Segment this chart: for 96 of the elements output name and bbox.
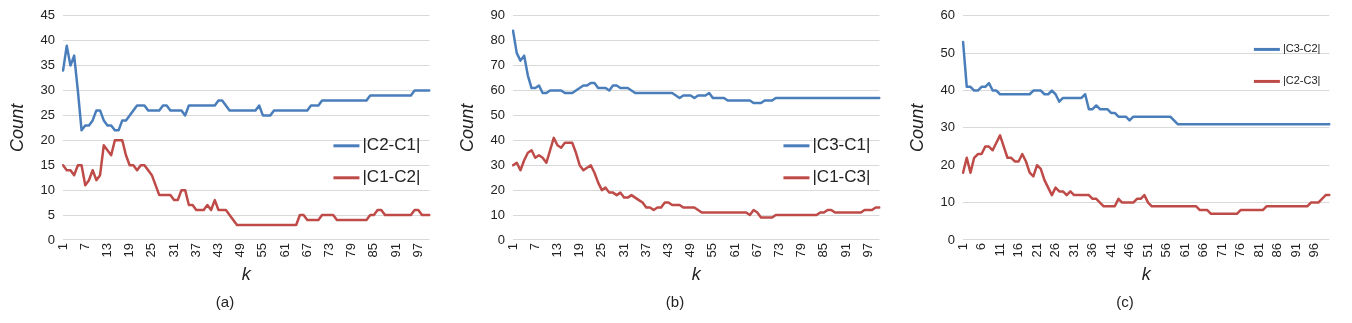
x-tick-label: 76	[1231, 242, 1247, 258]
y-tick-label: 50	[490, 107, 505, 122]
y-tick-label: 30	[490, 156, 505, 172]
x-tick-label: 49	[681, 242, 697, 258]
x-tick-label: 91	[837, 242, 853, 258]
x-tick-label: 49	[231, 242, 247, 258]
x-tick-label: 7	[526, 242, 542, 251]
x-tick-label: 67	[748, 242, 764, 258]
text: (b)	[665, 292, 685, 312]
text: (a)	[215, 292, 235, 312]
x-tick-label: 11	[991, 242, 1007, 257]
y-tick-label: 60	[940, 7, 955, 23]
y-tick-label: 70	[490, 57, 505, 73]
x-tick-label: 73	[320, 242, 336, 258]
x-tick-label: 51	[1139, 242, 1155, 258]
x-tick-label: 86	[1268, 242, 1284, 258]
y-tick-label: 35	[40, 57, 55, 73]
y-tick-label: 25	[40, 107, 55, 122]
x-axis-title: k	[241, 264, 252, 285]
x-tick-label: 13	[548, 242, 564, 258]
text: (c)	[1116, 292, 1134, 312]
y-tick-label: 40	[40, 32, 55, 48]
x-tick-label: 6	[972, 242, 988, 251]
x-tick-label: 37	[187, 242, 203, 258]
x-tick-label: 41	[1102, 242, 1118, 258]
x-tick-label: 66	[1194, 242, 1210, 258]
x-tick-label: 61	[1176, 242, 1192, 258]
y-tick-label: 60	[490, 82, 505, 98]
x-tick-label: 43	[209, 242, 225, 258]
x-tick-label: 85	[364, 242, 380, 258]
x-tick-label: 13	[98, 242, 114, 258]
y-tick-label: 10	[40, 181, 55, 197]
x-tick-label: 55	[253, 242, 269, 258]
x-tick-label: 31	[615, 242, 631, 258]
x-tick-label: 1	[504, 242, 520, 251]
x-tick-label: 97	[409, 242, 425, 258]
x-tick-label: 96	[1305, 242, 1321, 258]
y-tick-label: 30	[940, 119, 955, 135]
x-tick-label: 73	[770, 242, 786, 258]
y-tick-label: 0	[47, 231, 55, 247]
y-tick-label: 30	[40, 82, 55, 98]
x-tick-label: 16	[1009, 242, 1025, 258]
y-tick-label: 45	[40, 7, 55, 23]
x-tick-label: 36	[1083, 242, 1099, 258]
x-axis-title: k	[691, 264, 702, 285]
x-tick-label: 55	[703, 242, 719, 258]
x-tick-label: 91	[387, 242, 403, 258]
y-tick-label: 40	[490, 131, 505, 147]
x-tick-label: 31	[165, 242, 181, 258]
x-tick-label: 19	[570, 242, 586, 258]
y-tick-label: 20	[940, 156, 955, 172]
y-tick-label: 10	[490, 206, 505, 222]
y-tick-label: 15	[40, 156, 55, 172]
legend-label: |C1-C2|	[361, 167, 420, 187]
x-axis-title: k	[1141, 264, 1152, 285]
legend-label: |C1-C3|	[811, 167, 870, 187]
x-tick-label: 7	[76, 242, 92, 251]
x-tick-label: 26	[1046, 242, 1062, 258]
y-tick-label: 0	[947, 231, 955, 247]
legend-label: |C3-C1|	[811, 135, 870, 155]
x-tick-label: 1	[54, 242, 70, 251]
x-tick-label: 97	[859, 242, 875, 258]
x-tick-label: 31	[1065, 242, 1081, 258]
y-tick-label: 40	[940, 82, 955, 98]
y-tick-label: 5	[47, 206, 55, 222]
y-tick-label: 20	[490, 181, 505, 197]
x-tick-label: 91	[1287, 242, 1303, 258]
x-tick-label: 85	[814, 242, 830, 258]
legend-label: |C2-C3|	[1282, 74, 1320, 87]
x-tick-label: 56	[1157, 242, 1173, 258]
legend-label: |C2-C1|	[361, 135, 420, 155]
y-axis-title: Count	[906, 102, 927, 152]
x-tick-label: 81	[1250, 242, 1266, 258]
x-tick-label: 43	[659, 242, 675, 258]
x-tick-label: 19	[120, 242, 136, 258]
x-tick-label: 25	[142, 242, 158, 258]
y-tick-label: 0	[497, 231, 505, 247]
x-tick-label: 37	[637, 242, 653, 258]
x-tick-label: 46	[1120, 242, 1136, 258]
y-tick-label: 50	[940, 44, 955, 60]
y-tick-label: 80	[490, 32, 505, 48]
x-tick-label: 61	[276, 242, 292, 258]
x-tick-label: 79	[792, 242, 808, 258]
y-tick-label: 10	[940, 194, 955, 210]
y-tick-label: 20	[40, 131, 55, 147]
x-tick-label: 1	[954, 242, 970, 251]
x-tick-label: 71	[1213, 242, 1229, 258]
x-tick-label: 21	[1028, 242, 1044, 258]
x-tick-label: 67	[298, 242, 314, 258]
x-tick-label: 79	[342, 242, 358, 258]
legend-label: |C3-C2|	[1282, 42, 1320, 55]
y-axis-title: Count	[6, 102, 27, 152]
x-tick-label: 25	[592, 242, 608, 258]
x-tick-label: 61	[726, 242, 742, 258]
y-tick-label: 90	[490, 7, 505, 23]
y-axis-title: Count	[456, 102, 477, 152]
